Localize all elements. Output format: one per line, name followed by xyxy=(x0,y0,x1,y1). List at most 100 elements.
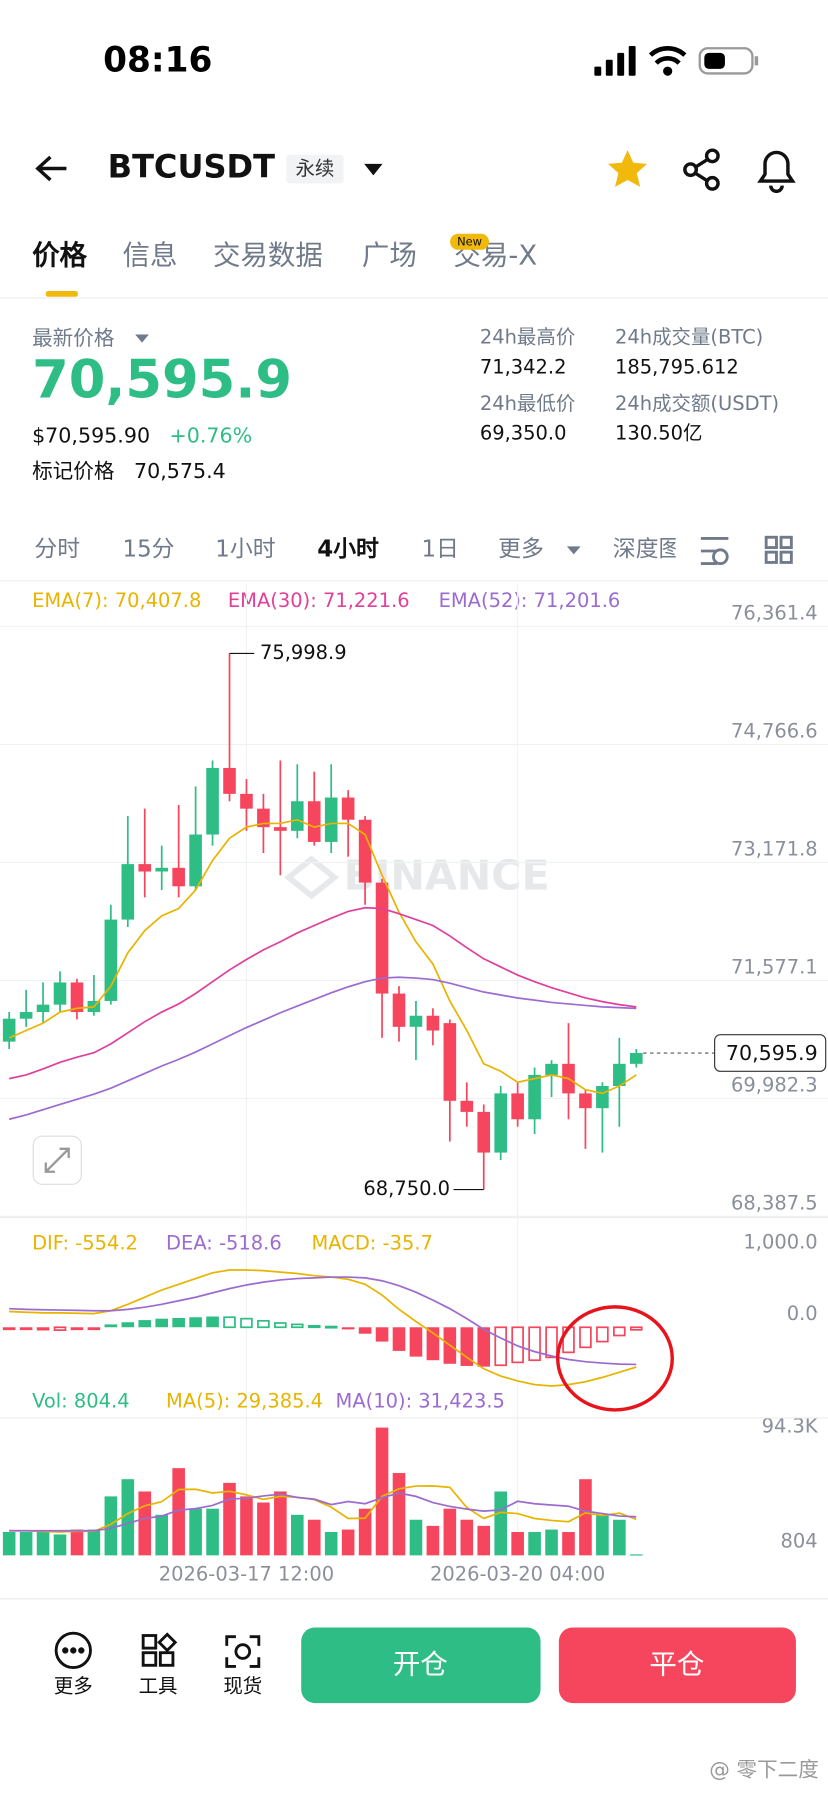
candle-body xyxy=(70,982,84,1013)
legend-entry: Vol: 804.4 xyxy=(32,1389,130,1412)
macd-bar xyxy=(53,1326,67,1331)
volume-bar xyxy=(257,1502,270,1556)
volume-bar xyxy=(70,1529,84,1556)
macd-bar xyxy=(138,1320,152,1328)
footer-buttons: 更多 工具 现货 xyxy=(54,1675,262,1698)
indicator-settings[interactable] xyxy=(700,536,729,566)
candle-body xyxy=(172,867,185,887)
tab[interactable]: 广场 xyxy=(362,240,417,272)
expand-button[interactable] xyxy=(32,1135,82,1185)
candle-body xyxy=(613,1063,626,1087)
volume-bar xyxy=(291,1514,304,1556)
macd-bar xyxy=(19,1327,33,1331)
last-price: 70,595.9 xyxy=(32,349,292,410)
highlight-circle xyxy=(556,1305,674,1412)
tools-icon[interactable] xyxy=(141,1632,178,1667)
high-label: 75,998.9 xyxy=(260,641,347,664)
footer-label: 工具 xyxy=(139,1675,178,1698)
alert-button[interactable] xyxy=(757,150,796,194)
ema-line xyxy=(8,906,637,1080)
candle-body xyxy=(511,1093,524,1120)
macd-bar xyxy=(223,1316,236,1329)
volume-bar xyxy=(87,1529,101,1556)
last-price-box xyxy=(714,1034,827,1072)
macd-bar xyxy=(324,1325,338,1329)
more-dropdown[interactable] xyxy=(566,546,581,555)
tab[interactable]: 信息 xyxy=(123,240,178,272)
candle-body xyxy=(443,1023,457,1101)
volume-bar xyxy=(274,1491,287,1556)
tab[interactable]: 价格 xyxy=(32,240,87,272)
interval[interactable]: 更多 xyxy=(498,536,544,562)
tab[interactable]: 交易数据 xyxy=(213,240,323,272)
volume-bar xyxy=(528,1532,541,1556)
x-tick-label: 2026-03-20 04:00 xyxy=(430,1562,605,1585)
interval-bar: 分时 15分 1小时 4小时 1日 更多 深度图 xyxy=(34,536,681,562)
interval[interactable]: 分时 xyxy=(34,536,80,562)
candle-body xyxy=(53,982,67,1005)
macd-bar xyxy=(121,1322,135,1328)
macd-bar xyxy=(477,1327,491,1367)
candle-body xyxy=(104,919,118,1001)
macd-bar xyxy=(629,1326,643,1331)
legend-entry: DEA: -518.6 xyxy=(166,1231,282,1254)
y-tick-label: 69,982.3 xyxy=(731,1073,818,1096)
last-price-tag: 70,595.9 xyxy=(726,1041,818,1065)
y-tick-label: 1,000.0 xyxy=(743,1231,817,1254)
volume-bar xyxy=(443,1508,457,1556)
spot-icon[interactable] xyxy=(225,1635,261,1668)
more-icon[interactable] xyxy=(54,1631,92,1670)
footer-label: 更多 xyxy=(54,1675,93,1698)
macd-bar xyxy=(528,1326,541,1362)
interval[interactable]: 深度图 xyxy=(613,536,682,562)
candle-body xyxy=(545,1063,558,1075)
indicator-line xyxy=(9,1484,637,1533)
macd-bar xyxy=(172,1317,185,1328)
share-button[interactable] xyxy=(683,148,720,191)
candle-body xyxy=(138,864,152,872)
status-time: 08:16 xyxy=(103,40,212,80)
volume-bar xyxy=(409,1519,423,1556)
volume-bar xyxy=(121,1479,135,1556)
symbol-dropdown[interactable] xyxy=(364,163,383,176)
interval[interactable]: 15分 xyxy=(123,536,175,562)
interval[interactable]: 4小时 xyxy=(317,536,379,562)
price-label: 最新价格 xyxy=(32,326,115,350)
interval[interactable]: 1日 xyxy=(421,536,458,562)
volume-bar xyxy=(155,1514,169,1556)
macd-bar xyxy=(70,1327,84,1331)
stat-label: 24h成交量(BTC) xyxy=(615,325,763,348)
volume-bar xyxy=(545,1529,558,1556)
back-button[interactable] xyxy=(35,155,67,182)
volume-bar xyxy=(477,1525,491,1556)
price-type-dropdown[interactable] xyxy=(135,334,149,343)
macd-bar xyxy=(87,1327,101,1331)
close-label: 平仓 xyxy=(649,1648,704,1680)
candle-body xyxy=(392,993,406,1027)
legend-entry: DIF: -554.2 xyxy=(32,1231,138,1254)
open-button[interactable] xyxy=(301,1627,541,1704)
candle-body xyxy=(426,1015,440,1031)
candle-body xyxy=(155,867,169,872)
volume-bar xyxy=(104,1496,118,1556)
volume-bar xyxy=(613,1519,626,1556)
candle-body xyxy=(274,827,287,831)
mark-label: 标记价格 xyxy=(32,459,115,483)
interval-mask xyxy=(675,526,828,576)
volume-bar xyxy=(358,1508,372,1556)
macd-bar xyxy=(494,1326,507,1367)
interval[interactable]: 1小时 xyxy=(215,536,275,562)
candle-body xyxy=(189,834,202,887)
macd-bar xyxy=(257,1319,270,1329)
volume-bar xyxy=(392,1473,406,1556)
macd-bar xyxy=(392,1327,406,1351)
close-button[interactable] xyxy=(558,1627,796,1704)
layout-button[interactable] xyxy=(764,535,793,564)
indicator-line xyxy=(9,1276,637,1366)
macd-bar xyxy=(341,1327,355,1330)
mark-price: 70,575.4 xyxy=(134,459,226,483)
macd-bar xyxy=(596,1326,609,1343)
favorite-star[interactable] xyxy=(608,150,648,187)
candle-body xyxy=(324,797,338,842)
